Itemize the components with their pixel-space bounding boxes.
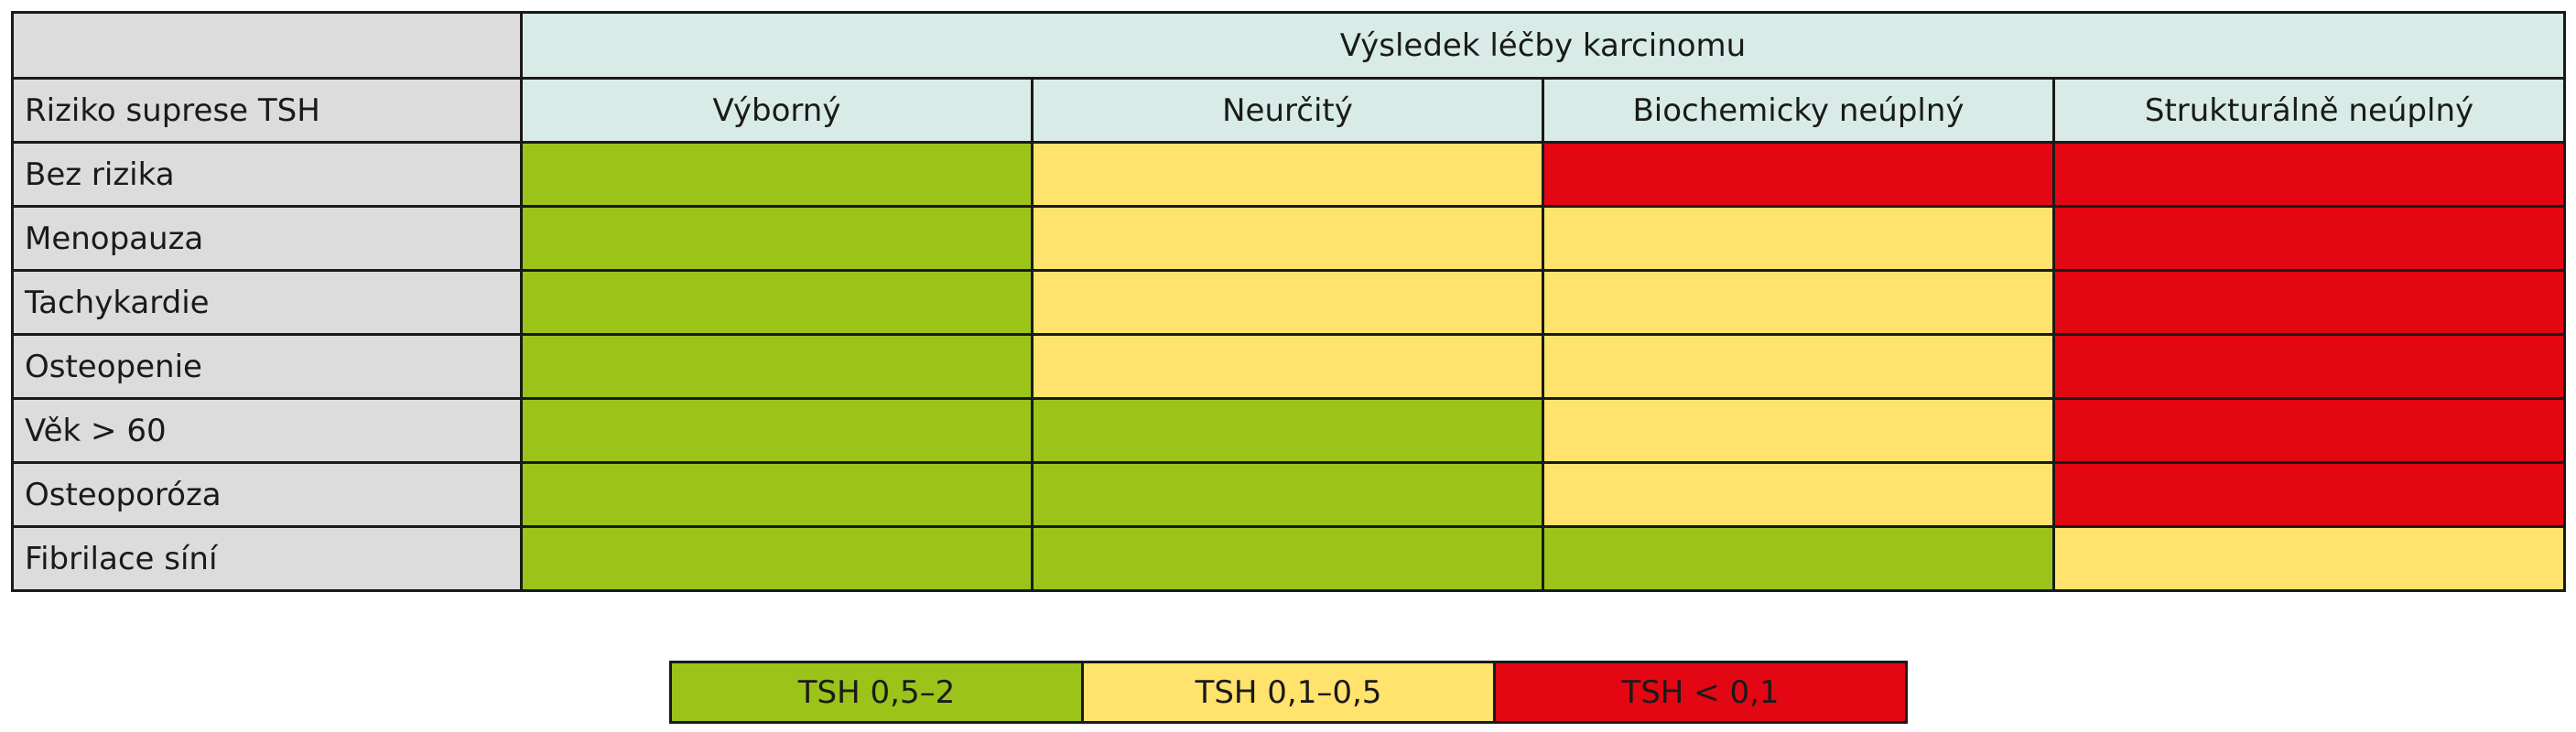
risk-cell-green xyxy=(520,397,1034,464)
table-row: Osteopenie xyxy=(11,333,2566,400)
risk-cell-yellow xyxy=(1542,269,2055,336)
table-row: Tachykardie xyxy=(11,269,2566,336)
risk-cell-green xyxy=(520,525,1034,592)
risk-cell-green xyxy=(520,205,1034,272)
row-label: Osteoporóza xyxy=(11,461,523,528)
risk-cell-green xyxy=(1542,525,2055,592)
legend-item-yellow: TSH 0,1–0,5 xyxy=(1081,661,1496,724)
table-row: Bez rizika xyxy=(11,141,2566,208)
risk-cell-red xyxy=(2052,141,2566,208)
risk-cell-yellow xyxy=(1031,205,1544,272)
row-label: Osteopenie xyxy=(11,333,523,400)
risk-cell-green xyxy=(520,141,1034,208)
risk-cell-green xyxy=(520,333,1034,400)
corner-cell xyxy=(11,11,523,80)
row-label: Menopauza xyxy=(11,205,523,272)
table-row: Věk > 60 xyxy=(11,397,2566,464)
legend: TSH 0,5–2 TSH 0,1–0,5 TSH < 0,1 xyxy=(669,661,1908,724)
risk-cell-red xyxy=(2052,461,2566,528)
risk-cell-yellow xyxy=(1031,269,1544,336)
risk-cell-green xyxy=(1031,397,1544,464)
risk-cell-green xyxy=(1031,525,1544,592)
row-label: Bez rizika xyxy=(11,141,523,208)
risk-cell-green xyxy=(1031,461,1544,528)
column-header-row: Riziko suprese TSH Výborný Neurčitý Bioc… xyxy=(11,77,2566,144)
risk-cell-green xyxy=(520,269,1034,336)
column-header-neurcity: Neurčitý xyxy=(1031,77,1544,144)
column-header-strukturalne: Strukturálně neúplný xyxy=(2052,77,2566,144)
column-header-vyborny: Výborný xyxy=(520,77,1034,144)
table-row: Osteoporóza xyxy=(11,461,2566,528)
risk-cell-yellow xyxy=(1031,141,1544,208)
risk-cell-yellow xyxy=(1542,397,2055,464)
risk-cell-red xyxy=(1542,141,2055,208)
legend-item-red: TSH < 0,1 xyxy=(1493,661,1908,724)
legend-item-green: TSH 0,5–2 xyxy=(669,661,1084,724)
table-row: Menopauza xyxy=(11,205,2566,272)
risk-cell-red xyxy=(2052,205,2566,272)
table-row: Fibrilace síní xyxy=(11,525,2566,592)
super-header-row: Výsledek léčby karcinomu xyxy=(11,11,2566,80)
row-label: Tachykardie xyxy=(11,269,523,336)
risk-cell-red xyxy=(2052,333,2566,400)
risk-cell-green xyxy=(520,461,1034,528)
column-header-biochemicky: Biochemicky neúplný xyxy=(1542,77,2055,144)
row-label: Fibrilace síní xyxy=(11,525,523,592)
risk-cell-red xyxy=(2052,269,2566,336)
legend-row: TSH 0,5–2 TSH 0,1–0,5 TSH < 0,1 xyxy=(669,661,1908,724)
row-label: Věk > 60 xyxy=(11,397,523,464)
risk-cell-yellow xyxy=(1542,333,2055,400)
tsh-suppression-table: Výsledek léčby karcinomu Riziko suprese … xyxy=(11,11,2566,592)
row-header-title: Riziko suprese TSH xyxy=(11,77,523,144)
risk-cell-yellow xyxy=(1542,205,2055,272)
risk-cell-yellow xyxy=(1542,461,2055,528)
risk-cell-yellow xyxy=(1031,333,1544,400)
super-header: Výsledek léčby karcinomu xyxy=(520,11,2566,80)
risk-cell-red xyxy=(2052,397,2566,464)
risk-cell-yellow xyxy=(2052,525,2566,592)
